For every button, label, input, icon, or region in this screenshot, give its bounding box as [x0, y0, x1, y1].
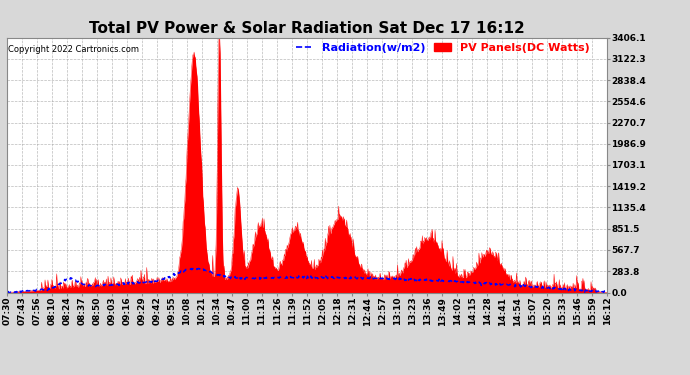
Legend: Radiation(w/m2), PV Panels(DC Watts): Radiation(w/m2), PV Panels(DC Watts) — [297, 43, 590, 53]
Text: Copyright 2022 Cartronics.com: Copyright 2022 Cartronics.com — [8, 45, 139, 54]
Title: Total PV Power & Solar Radiation Sat Dec 17 16:12: Total PV Power & Solar Radiation Sat Dec… — [89, 21, 525, 36]
